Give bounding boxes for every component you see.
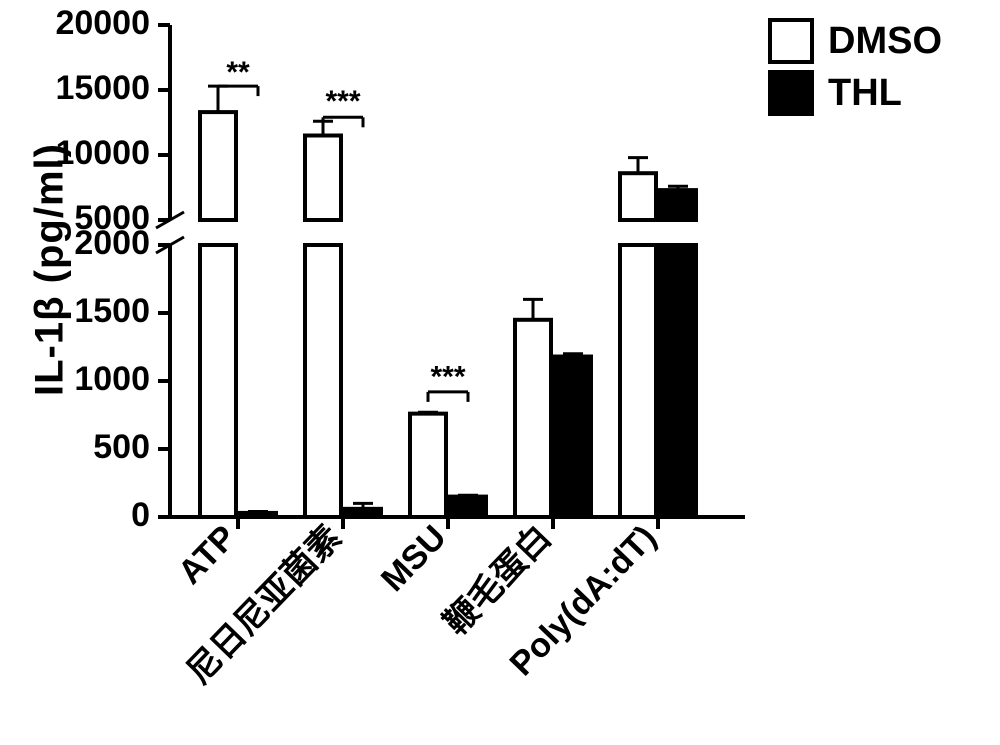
bar	[555, 357, 591, 517]
significance-label: ***	[325, 85, 360, 118]
bar	[345, 509, 381, 517]
y-tick-label: 20000	[55, 4, 150, 42]
y-axis-label: IL-1β (pg/ml)	[28, 110, 73, 430]
y-tick-label: 2000	[74, 224, 150, 262]
significance-label: **	[226, 56, 250, 89]
significance-label: ***	[430, 360, 465, 393]
bar-chart: 50001000015000200000500100015002000ATP尼日…	[0, 0, 1000, 745]
bar	[240, 513, 276, 517]
bar	[200, 112, 236, 517]
y-tick-label: 0	[131, 496, 150, 534]
y-tick-label: 1500	[74, 292, 150, 330]
bar	[515, 320, 551, 517]
legend-label: DMSO	[828, 20, 942, 62]
y-tick-label: 1000	[74, 360, 150, 398]
bar	[450, 497, 486, 517]
y-tick-label: 15000	[55, 69, 150, 107]
legend-label: THL	[828, 72, 902, 114]
y-tick-label: 500	[93, 428, 150, 466]
bar	[410, 414, 446, 517]
legend-swatch	[770, 20, 812, 62]
bar	[305, 136, 341, 518]
legend-swatch	[770, 72, 812, 114]
